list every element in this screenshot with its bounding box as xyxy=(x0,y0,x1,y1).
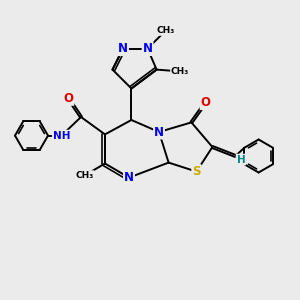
Text: O: O xyxy=(63,92,74,105)
Text: N: N xyxy=(154,125,164,139)
Text: H: H xyxy=(236,154,245,165)
Text: N: N xyxy=(118,42,128,55)
Text: S: S xyxy=(192,165,201,178)
Text: CH₃: CH₃ xyxy=(171,67,189,76)
Text: CH₃: CH₃ xyxy=(76,171,94,180)
Text: N: N xyxy=(124,171,134,184)
Text: N: N xyxy=(142,42,153,55)
Text: CH₃: CH₃ xyxy=(157,26,175,35)
Text: O: O xyxy=(200,96,211,109)
Text: NH: NH xyxy=(53,130,70,141)
